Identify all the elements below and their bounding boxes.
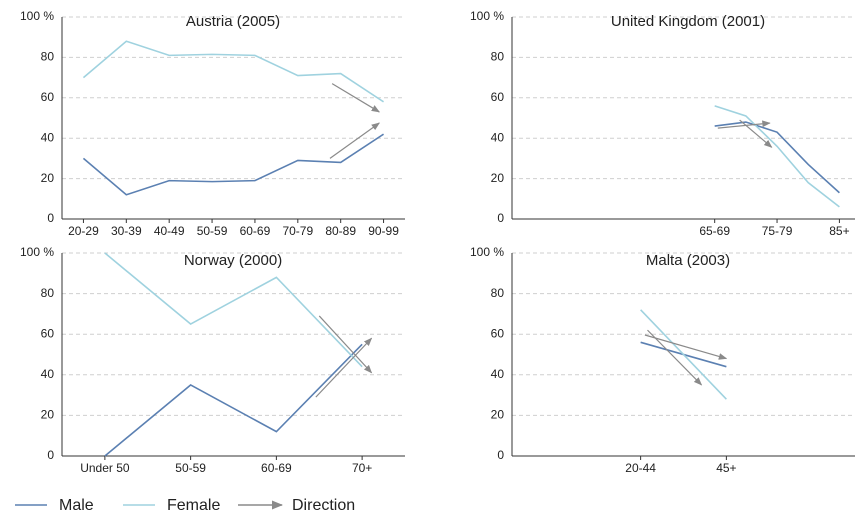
y-tick-label: 20 (491, 408, 505, 422)
y-tick-label: 80 (491, 286, 505, 300)
x-tick-label: 75-79 (762, 224, 793, 238)
x-tick-label: 80-89 (325, 224, 356, 238)
x-tick-label: 45+ (716, 461, 736, 475)
series-line (104, 252, 363, 368)
x-tick-label: 50-59 (175, 461, 206, 475)
chart-title: Malta (2003) (646, 252, 730, 269)
x-tick-label: 20-44 (625, 461, 656, 475)
direction-arrow (318, 315, 373, 374)
y-tick-label: 40 (491, 130, 505, 144)
x-tick-label: 90-99 (368, 224, 399, 238)
x-tick-label: 60-69 (261, 461, 292, 475)
series-line (640, 309, 727, 400)
y-tick-label: 100 % (470, 9, 504, 23)
legend-label: Male (59, 497, 94, 514)
direction-arrow (329, 122, 380, 159)
x-tick-label: 50-59 (197, 224, 228, 238)
y-tick-label: 60 (491, 90, 505, 104)
y-tick-label: 20 (41, 408, 55, 422)
x-tick-label: 65-69 (699, 224, 730, 238)
y-tick-label: 100 % (20, 245, 54, 259)
x-tick-label: 85+ (829, 224, 849, 238)
y-tick-label: 40 (491, 367, 505, 381)
x-tick-label: 40-49 (154, 224, 185, 238)
chart-title: United Kingdom (2001) (611, 13, 765, 30)
legend-label: Direction (292, 497, 355, 514)
direction-arrow (331, 83, 380, 113)
x-tick-label: 30-39 (111, 224, 142, 238)
x-tick-label: 70+ (352, 461, 372, 475)
y-tick-label: 20 (41, 171, 55, 185)
y-tick-label: 100 % (470, 245, 504, 259)
y-tick-label: 0 (47, 211, 54, 225)
y-tick-label: 60 (41, 326, 55, 340)
series-line (714, 105, 840, 208)
direction-arrow (644, 334, 728, 360)
y-tick-label: 0 (497, 211, 504, 225)
y-tick-label: 80 (491, 50, 505, 64)
y-tick-label: 100 % (20, 9, 54, 23)
y-tick-label: 80 (41, 286, 55, 300)
chart-title: Norway (2000) (184, 252, 282, 269)
chart-title: Austria (2005) (186, 13, 280, 30)
x-tick-label: 60-69 (240, 224, 271, 238)
x-tick-label: 20-29 (68, 224, 99, 238)
y-tick-label: 40 (41, 130, 55, 144)
direction-arrow (647, 329, 703, 386)
y-tick-label: 20 (491, 171, 505, 185)
y-tick-label: 80 (41, 50, 55, 64)
series-line (82, 40, 385, 103)
series-line (82, 133, 385, 196)
legend-label: Female (167, 497, 220, 514)
y-tick-label: 40 (41, 367, 55, 381)
series-line (104, 343, 363, 457)
series-line (714, 121, 840, 194)
y-tick-label: 0 (47, 448, 54, 462)
x-tick-label: Under 50 (80, 461, 130, 475)
direction-arrow (739, 119, 773, 148)
x-tick-label: 70-79 (282, 224, 313, 238)
y-tick-label: 60 (41, 90, 55, 104)
direction-arrow (315, 337, 373, 398)
direction-arrow (717, 120, 771, 129)
y-tick-label: 0 (497, 448, 504, 462)
y-tick-label: 60 (491, 326, 505, 340)
